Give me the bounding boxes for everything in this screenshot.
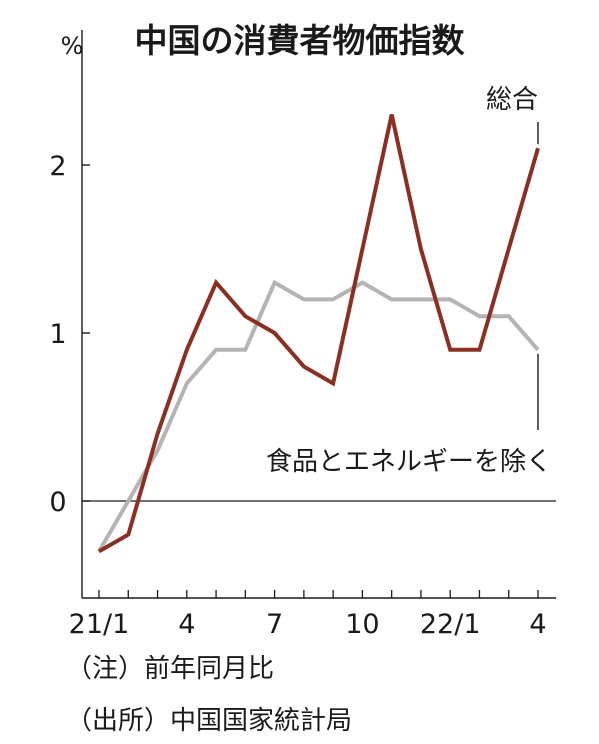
note-source: （出所）中国国家統計局 [66, 706, 353, 736]
y-axis-unit: % [61, 32, 84, 60]
x-tick-label: 7 [266, 609, 283, 640]
y-tick-label: 0 [49, 487, 66, 518]
x-tick-label: 4 [529, 609, 546, 640]
x-tick-label: 21/1 [69, 609, 130, 640]
series-label-total: 総合 [486, 85, 538, 115]
series-layer [97, 114, 540, 554]
y-tick-label: 2 [49, 151, 66, 182]
y-tick-label: 1 [49, 319, 66, 350]
x-tick-label: 22/1 [420, 609, 481, 640]
series-line-total [98, 114, 540, 554]
series-line-core [97, 279, 540, 553]
axes: 0 1 2% 21/1 4 7 10 22/1 4 [49, 30, 556, 640]
series-label-core: 食品とエネルギーを除く [266, 447, 552, 477]
x-tick-label: 10 [345, 609, 379, 640]
chart-title: 中国の消費者物価指数 [134, 21, 465, 60]
x-tick-label: 4 [178, 609, 195, 640]
note-basis: （注）前年同月比 [66, 654, 275, 684]
